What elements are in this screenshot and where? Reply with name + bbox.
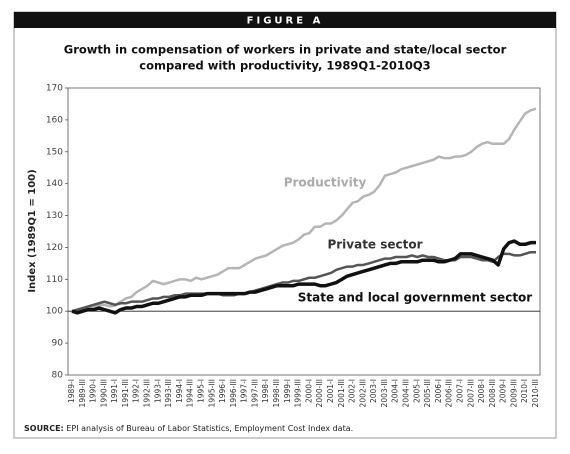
source-text: EPI analysis of Bureau of Labor Statisti… [66,424,353,433]
chart-title: compared with productivity, 1989Q1-2010Q… [139,59,430,73]
series-line [71,239,536,315]
x-tick-label: 2000-III [315,379,324,407]
y-tick-label: 90 [52,339,64,349]
x-tick-label: 2003-III [380,379,389,407]
x-tick-label: 1990-I [89,379,98,403]
x-tick-label: 1996-I [218,379,227,403]
y-tick-label: 140 [46,179,63,189]
x-tick-label: 2000-I [304,379,313,403]
x-tick-label: 1992-I [132,379,141,403]
x-tick-label: 1993-I [153,379,162,403]
x-tick-label: 2002-III [358,379,367,407]
x-tick-label: 1995-I [196,379,205,403]
x-tick-label: 2009-I [499,379,508,403]
y-tick-label: 160 [46,115,63,125]
x-tick-label: 1998-I [261,379,270,403]
y-tick-label: 170 [46,84,63,94]
x-tick-label: 2008-III [488,379,497,407]
x-tick-label: 2003-I [369,379,378,403]
x-tick-label: 1998-III [272,379,281,407]
x-tick-label: 1991-III [121,379,130,407]
y-tick-label: 130 [46,211,63,221]
plot-area [67,87,541,376]
x-tick-label: 2006-I [434,379,443,403]
x-tick-label: 1992-III [143,379,152,407]
x-tick-label: 1994-III [186,379,195,407]
x-tick-label: 2001-III [337,379,346,407]
x-tick-label: 2005-I [412,379,421,403]
x-tick-label: 1996-III [229,379,238,407]
figure-bar [14,12,556,28]
series-annotation: State and local government sector [298,291,533,305]
y-tick-label: 150 [46,147,63,157]
x-tick-label: 1999-I [283,379,292,403]
x-tick-label: 1994-I [175,379,184,403]
x-tick-label: 1995-III [207,379,216,407]
x-tick-label: 2002-I [348,379,357,403]
x-tick-label: 1989-III [78,379,87,407]
series-annotation: Private sector [327,238,422,252]
x-tick-label: 2008-I [477,379,486,403]
source-label: SOURCE: [24,424,64,433]
y-tick-label: 80 [52,371,64,381]
x-tick-label: 2001-I [326,379,335,403]
series-line [71,107,537,313]
x-tick-label: 2010-III [531,379,540,407]
x-tick-label: 1997-III [250,379,259,407]
y-tick-label: 120 [46,243,63,253]
y-axis-label: Index (1989Q1 = 100) [27,169,38,292]
x-tick-label: 2004-I [391,379,400,403]
source-note: SOURCE: EPI analysis of Bureau of Labor … [24,424,353,433]
x-tick-label: 2010-I [520,379,529,403]
x-tick-label: 2006-III [445,379,454,407]
x-tick-label: 1990-III [99,379,108,407]
x-tick-label: 2009-III [509,379,518,407]
x-tick-label: 2007-III [466,379,475,407]
chart-title: Growth in compensation of workers in pri… [64,43,507,57]
x-tick-label: 1991-I [110,379,119,403]
x-tick-label: 1993-III [164,379,173,407]
series-line [71,250,536,313]
y-tick-label: 110 [46,275,63,285]
x-tick-label: 1989-I [67,379,76,403]
figure-label: FIGURE A [247,16,324,27]
x-tick-label: 1997-I [240,379,249,403]
x-tick-label: 1999-III [294,379,303,407]
x-tick-label: 2007-I [455,379,464,403]
x-tick-label: 2005-III [423,379,432,407]
y-tick-label: 100 [46,307,63,317]
x-tick-label: 2004-III [402,379,411,407]
frame [13,11,557,439]
series-annotation: Productivity [284,176,367,190]
